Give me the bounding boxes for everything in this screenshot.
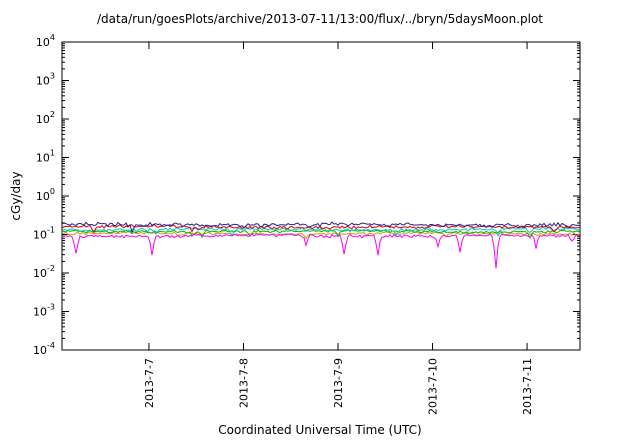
y-tick-label: 104 — [36, 33, 55, 49]
series-line-magenta — [61, 233, 581, 269]
chart-title: /data/run/goesPlots/archive/2013-07-11/1… — [97, 12, 543, 26]
y-tick-label: 10-4 — [33, 341, 55, 357]
plot-border — [61, 41, 581, 351]
series-line-red — [61, 223, 581, 234]
x-tick-label: 2013-7-11 — [521, 358, 534, 415]
y-tick-label: 10-3 — [33, 303, 55, 319]
y-tick-label: 103 — [36, 72, 55, 88]
y-tick-label: 10-2 — [33, 264, 55, 280]
series-line-green — [61, 229, 581, 240]
y-tick-label: 102 — [36, 110, 55, 126]
x-tick-label: 2013-7-8 — [237, 358, 250, 408]
series-line-navy — [61, 221, 581, 235]
x-axis-label: Coordinated Universal Time (UTC) — [218, 423, 422, 437]
y-tick-label: 101 — [36, 149, 55, 165]
x-tick-label: 2013-7-7 — [143, 358, 156, 408]
y-tick-label: 100 — [36, 187, 55, 203]
y-tick-label: 10-1 — [33, 226, 55, 242]
x-tick-label: 2013-7-10 — [427, 358, 440, 415]
x-tick-label: 2013-7-9 — [332, 358, 345, 408]
